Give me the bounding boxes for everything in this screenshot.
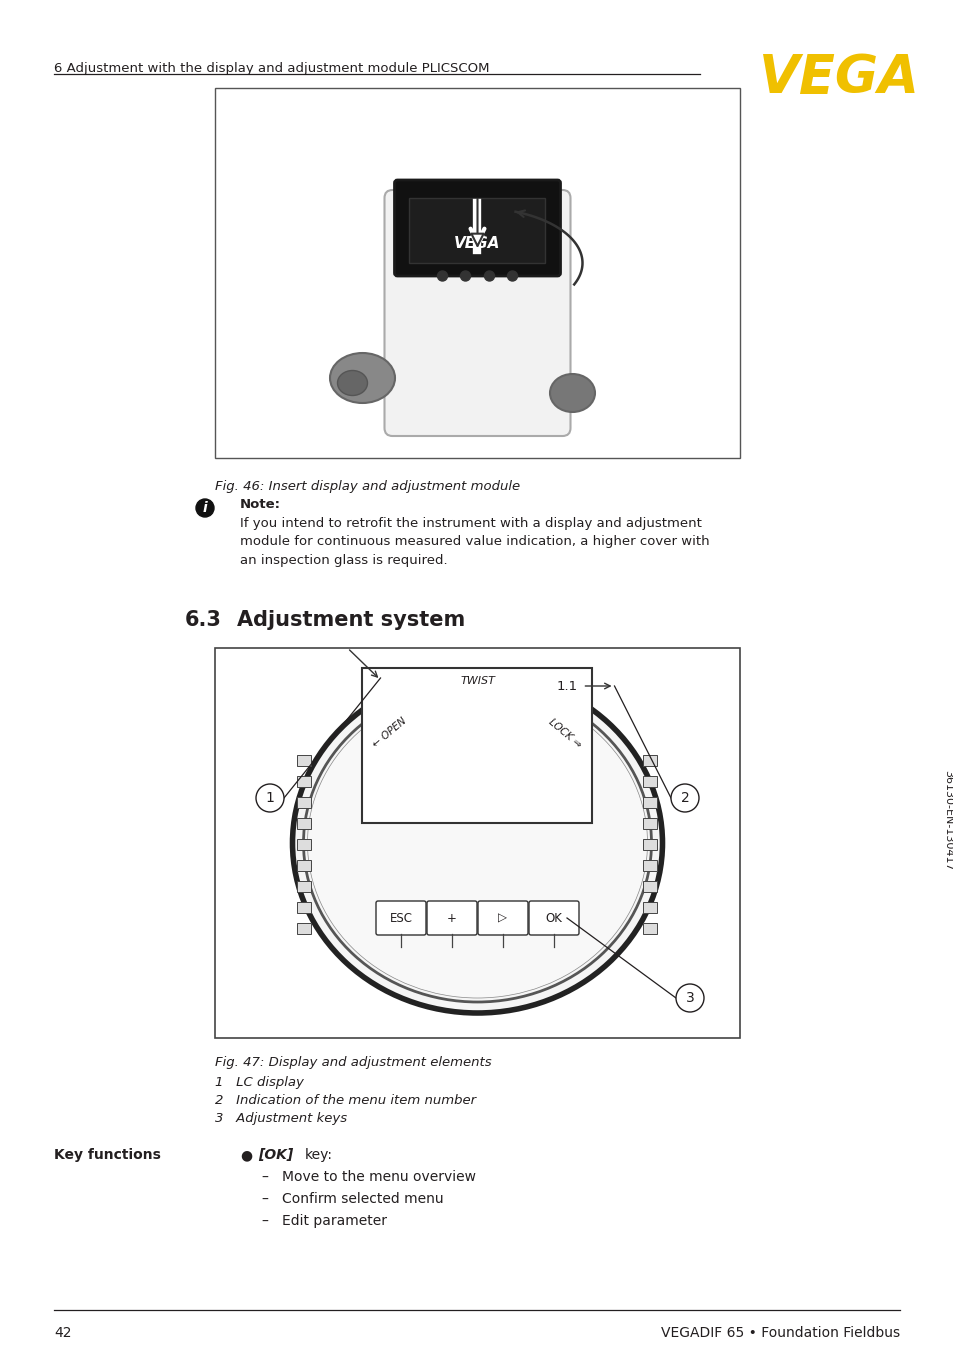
Bar	[297, 839, 312, 850]
Bar	[297, 818, 312, 829]
Text: If you intend to retrofit the instrument with a display and adjustment
module fo: If you intend to retrofit the instrument…	[240, 517, 709, 567]
Circle shape	[460, 271, 470, 282]
Text: 2   Indication of the menu item number: 2 Indication of the menu item number	[214, 1094, 476, 1108]
Text: 1   LC display: 1 LC display	[214, 1076, 304, 1089]
Text: VEGA: VEGA	[454, 236, 500, 250]
Bar	[297, 776, 312, 787]
Bar	[214, 649, 740, 1039]
Ellipse shape	[550, 374, 595, 412]
FancyBboxPatch shape	[395, 180, 560, 276]
Text: Fig. 46: Insert display and adjustment module: Fig. 46: Insert display and adjustment m…	[214, 481, 519, 493]
Text: ▷: ▷	[498, 911, 507, 925]
Text: –   Edit parameter: – Edit parameter	[262, 1215, 387, 1228]
Text: 1.1: 1.1	[557, 680, 578, 692]
Bar	[362, 668, 592, 823]
Bar	[643, 839, 657, 850]
Text: 6.3: 6.3	[185, 611, 222, 630]
Text: 3   Adjustment keys: 3 Adjustment keys	[214, 1112, 347, 1125]
Bar	[409, 198, 545, 263]
Text: VEGA: VEGA	[759, 51, 919, 104]
Text: 42: 42	[54, 1326, 71, 1340]
Bar	[297, 798, 312, 808]
Text: ESC: ESC	[389, 911, 412, 925]
FancyBboxPatch shape	[384, 190, 570, 436]
Text: [OK]: [OK]	[257, 1148, 293, 1162]
Text: Note:: Note:	[240, 498, 281, 510]
Bar	[643, 756, 657, 766]
Text: –   Confirm selected menu: – Confirm selected menu	[262, 1192, 443, 1206]
Text: Key functions: Key functions	[54, 1148, 161, 1162]
Text: LOCK ⇒: LOCK ⇒	[547, 716, 583, 750]
Text: –   Move to the menu overview: – Move to the menu overview	[262, 1170, 476, 1183]
Bar	[643, 923, 657, 934]
FancyBboxPatch shape	[427, 900, 476, 936]
Bar	[297, 860, 312, 871]
Circle shape	[255, 784, 284, 812]
Bar	[297, 923, 312, 934]
Bar	[297, 881, 312, 892]
FancyBboxPatch shape	[477, 900, 527, 936]
Ellipse shape	[307, 688, 647, 998]
Bar	[643, 860, 657, 871]
Text: i: i	[202, 501, 207, 515]
Circle shape	[676, 984, 703, 1011]
Ellipse shape	[337, 371, 367, 395]
Bar	[214, 88, 740, 458]
Ellipse shape	[303, 684, 651, 1002]
Text: VEGADIF 65 • Foundation Fieldbus: VEGADIF 65 • Foundation Fieldbus	[660, 1326, 899, 1340]
Ellipse shape	[293, 673, 661, 1013]
FancyBboxPatch shape	[529, 900, 578, 936]
Text: ← OPEN: ← OPEN	[371, 716, 408, 750]
Text: 6 Adjustment with the display and adjustment module PLICSCOM: 6 Adjustment with the display and adjust…	[54, 62, 489, 74]
Text: key:: key:	[305, 1148, 333, 1162]
Text: 2: 2	[679, 791, 689, 806]
Bar	[297, 902, 312, 913]
Text: OK: OK	[545, 911, 562, 925]
Circle shape	[437, 271, 447, 282]
Text: TWIST: TWIST	[459, 676, 495, 686]
Bar	[643, 902, 657, 913]
Text: 1: 1	[265, 791, 274, 806]
FancyBboxPatch shape	[375, 900, 426, 936]
Text: ●: ●	[240, 1148, 252, 1162]
Circle shape	[195, 500, 213, 517]
Text: 3: 3	[685, 991, 694, 1005]
Text: 36130-EN-130417: 36130-EN-130417	[942, 769, 952, 871]
Text: Fig. 47: Display and adjustment elements: Fig. 47: Display and adjustment elements	[214, 1056, 491, 1070]
Text: +: +	[447, 911, 456, 925]
Circle shape	[670, 784, 699, 812]
Circle shape	[484, 271, 494, 282]
Text: Adjustment system: Adjustment system	[236, 611, 465, 630]
Bar	[643, 798, 657, 808]
Bar	[643, 776, 657, 787]
Ellipse shape	[330, 353, 395, 403]
Bar	[643, 881, 657, 892]
Bar	[297, 756, 312, 766]
Bar	[643, 818, 657, 829]
Circle shape	[507, 271, 517, 282]
